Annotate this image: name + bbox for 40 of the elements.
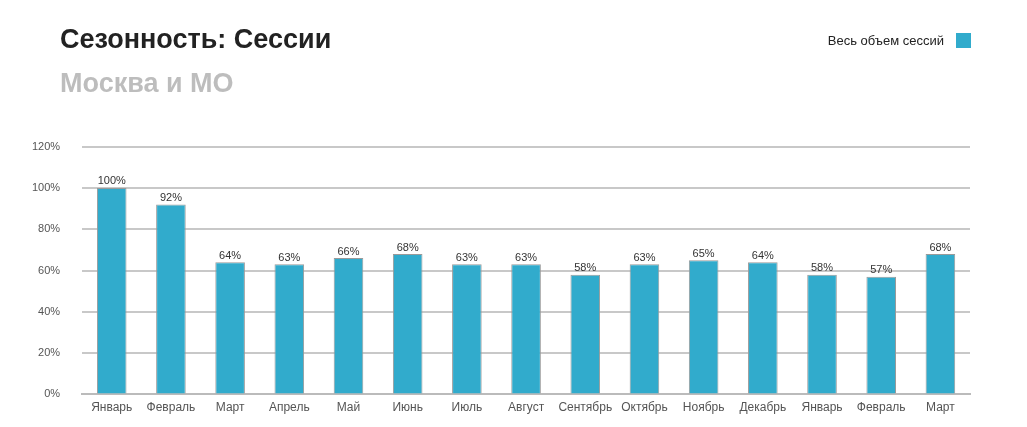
data-label: 92%	[159, 190, 183, 203]
data-label: 63%	[633, 250, 656, 263]
y-tick-label: 20%	[38, 346, 61, 359]
data-label: 64%	[219, 248, 242, 261]
data-label: 58%	[811, 261, 834, 274]
y-tick-label: 60%	[38, 263, 61, 276]
data-label: 64%	[751, 248, 775, 261]
x-tick-label: Февраль	[856, 399, 906, 414]
data-label: 63%	[515, 250, 538, 263]
x-tick-label: Ноябрь	[682, 399, 725, 414]
x-tick-label: Апрель	[268, 399, 310, 414]
data-label: 68%	[929, 240, 952, 253]
data-label: 66%	[337, 244, 360, 257]
data-label: 100%	[97, 174, 127, 187]
y-tick-label: 80%	[38, 222, 61, 235]
x-tick-label: Декабрь	[739, 399, 787, 414]
x-tick-label: Январь	[91, 399, 133, 414]
data-label: 57%	[870, 263, 893, 276]
data-label: 63%	[278, 250, 301, 263]
chart-subtitle: Москва и МО	[60, 68, 234, 99]
data-label: 63%	[455, 250, 479, 263]
y-tick-label: 100%	[31, 180, 61, 193]
y-tick-label: 120%	[31, 139, 61, 152]
x-tick-label: Март	[215, 399, 245, 414]
x-tick-label: Июль	[451, 399, 483, 414]
x-tick-label: Январь	[801, 399, 843, 414]
x-tick-label: Сентябрь	[558, 399, 613, 414]
data-label: 58%	[574, 261, 597, 274]
data-label: 65%	[692, 246, 715, 259]
legend-label: Весь объем сессий	[827, 33, 944, 48]
x-tick-label: Октябрь	[621, 399, 668, 414]
x-tick-label: Февраль	[146, 399, 196, 414]
x-tick-label: Июнь	[392, 399, 423, 414]
data-label: 68%	[396, 240, 419, 253]
x-tick-label: Март	[926, 399, 956, 414]
chart-title: Сезонность: Сессии	[60, 24, 332, 55]
y-tick-label: 40%	[38, 304, 61, 317]
y-tick-label: 0%	[44, 387, 61, 400]
x-tick-label: Май	[336, 399, 361, 414]
x-tick-label: Август	[508, 399, 545, 414]
